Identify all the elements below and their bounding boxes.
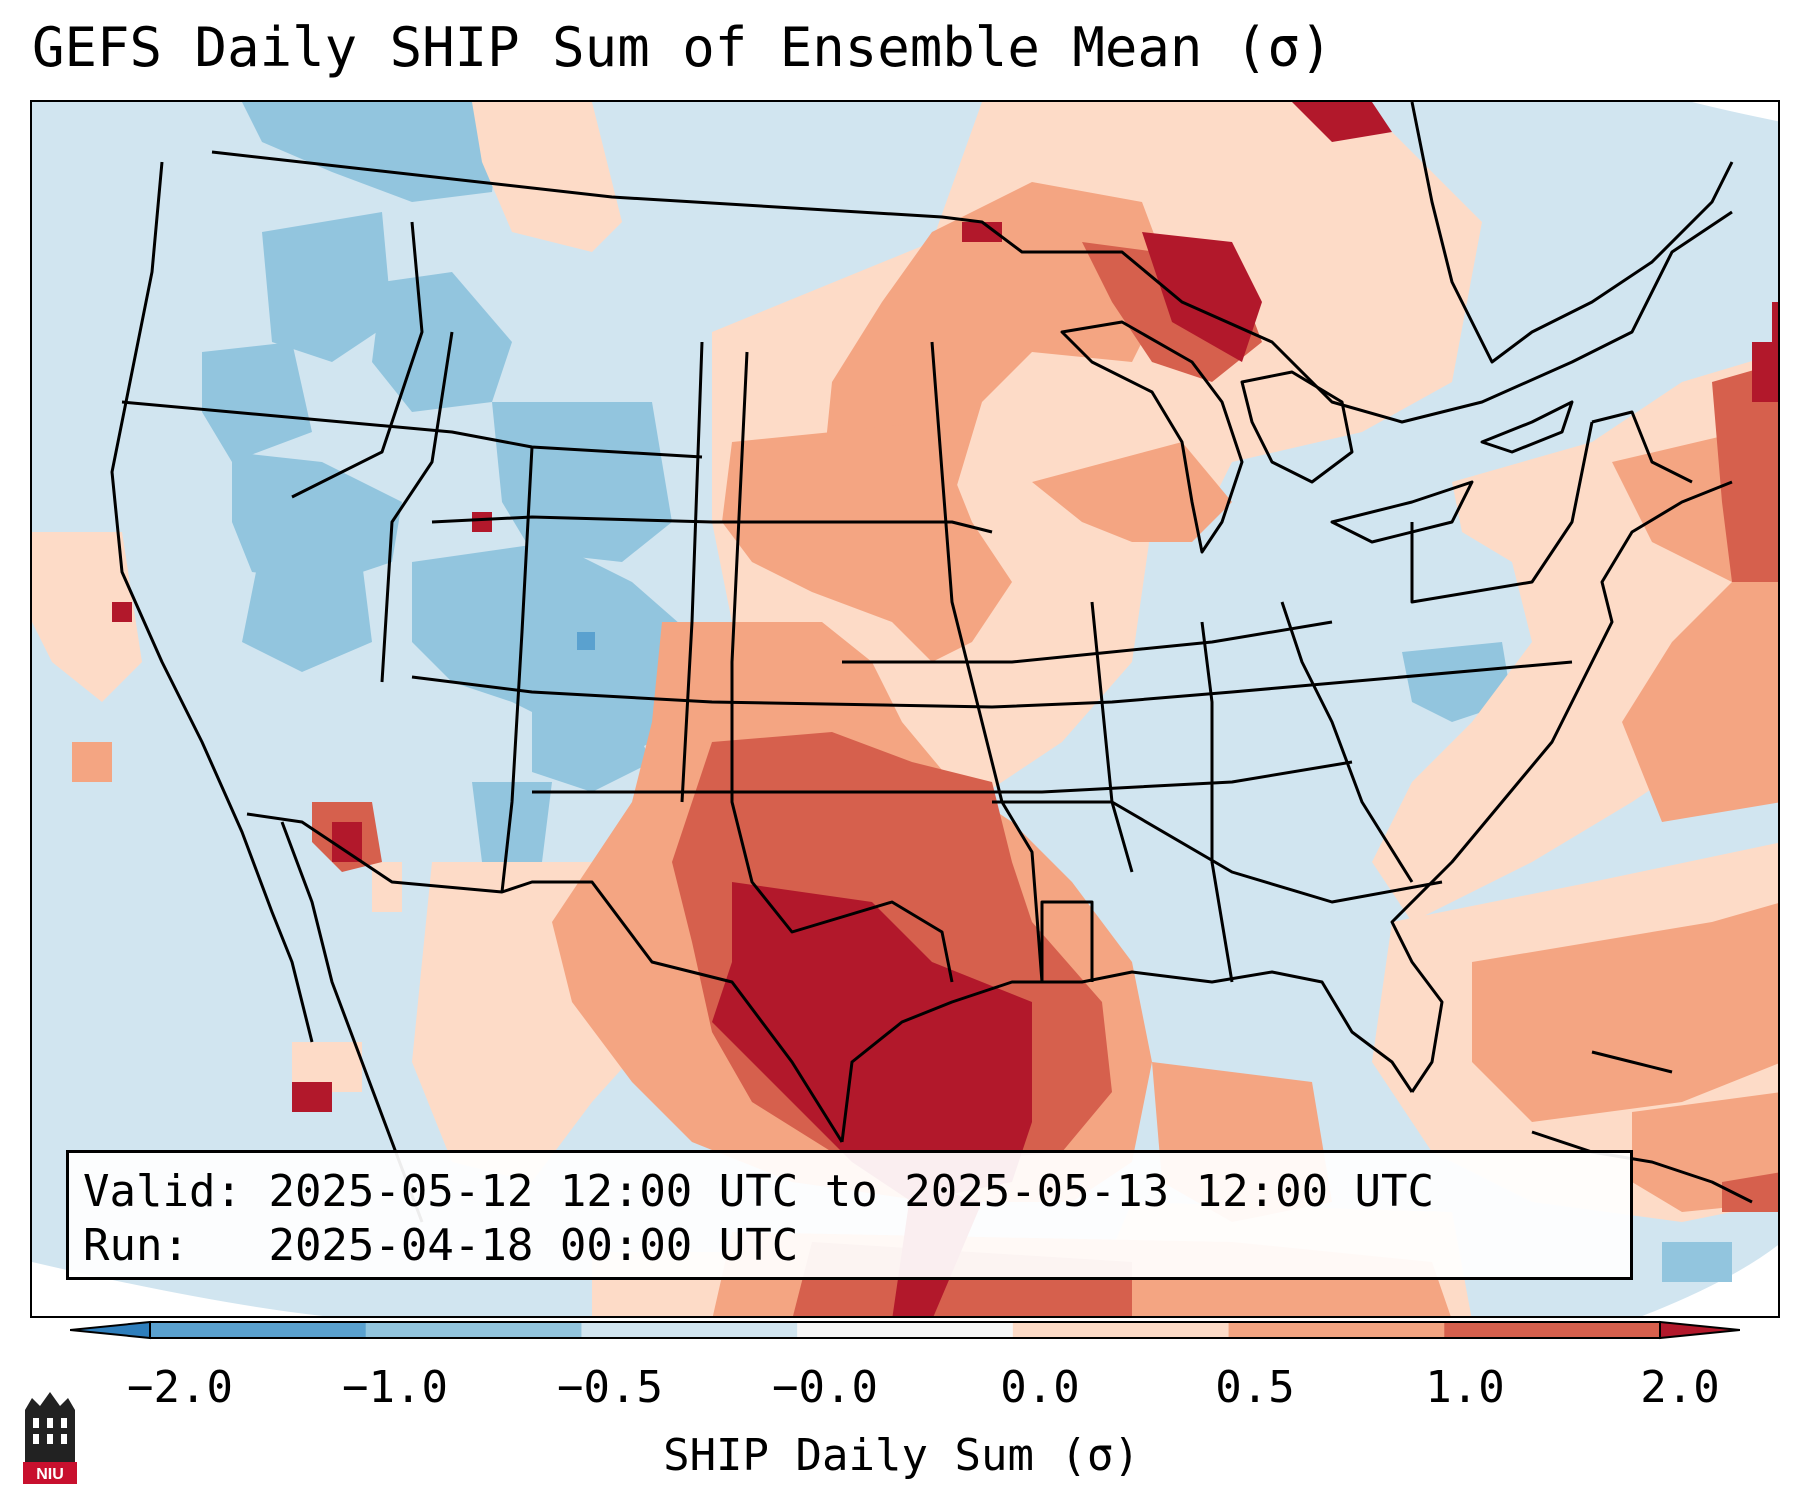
- valid-value: 2025-05-12 12:00 UTC to 2025-05-13 12:00…: [268, 1166, 1435, 1217]
- ship-anomaly-map: [32, 102, 1778, 1316]
- run-row: Run: 2025-04-18 00:00 UTC: [83, 1219, 1616, 1273]
- valid-label: Valid:: [83, 1166, 242, 1217]
- tick-label: −1.0: [342, 1362, 448, 1413]
- colorbar-segment: [797, 1322, 1014, 1338]
- valid-row: Valid: 2025-05-12 12:00 UTC to 2025-05-1…: [83, 1165, 1616, 1219]
- map-panel: [30, 100, 1780, 1318]
- colorbar-segment: [581, 1322, 798, 1338]
- map-title: GEFS Daily SHIP Sum of Ensemble Mean (σ): [32, 16, 1333, 79]
- logo-text: NIU: [36, 1466, 64, 1483]
- logo-banner: [23, 1462, 77, 1484]
- tick-label: −2.0: [127, 1362, 233, 1413]
- tick-label: 2.0: [1640, 1362, 1720, 1413]
- negative-anomaly-cell: [577, 632, 595, 650]
- tick-label: 0.0: [1000, 1362, 1080, 1413]
- projection-edge-se: [1642, 1245, 1778, 1316]
- run-label: Run:: [83, 1220, 189, 1271]
- boundary-lines: [110, 102, 1753, 1223]
- run-value: 2025-04-18 00:00 UTC: [268, 1220, 799, 1271]
- tick-label: 1.0: [1425, 1362, 1505, 1413]
- tick-label: 0.5: [1215, 1362, 1295, 1413]
- colorbar-segment: [1444, 1322, 1661, 1338]
- colorbar-segments: [70, 1320, 1740, 1340]
- colorbar-extend-max: [1659, 1320, 1740, 1340]
- colorbar-segment: [150, 1322, 367, 1338]
- colorbar-extend-min: [70, 1320, 151, 1340]
- colorbar: [70, 1320, 1740, 1340]
- colorbar-ticks: −2.0 −1.0 −0.5 −0.0 0.0 0.5 1.0 2.0: [0, 1362, 1803, 1422]
- colorbar-outline: [149, 1321, 1661, 1339]
- projection-edge-ne: [1692, 102, 1778, 122]
- colorbar-segment: [1228, 1322, 1445, 1338]
- colorbar-label: SHIP Daily Sum (σ): [663, 1430, 1140, 1481]
- colorbar-segment: [365, 1322, 582, 1338]
- tick-label: −0.0: [772, 1362, 878, 1413]
- tick-label: −0.5: [557, 1362, 663, 1413]
- colorbar-segment: [1012, 1322, 1230, 1338]
- projection-edge-sw: [32, 1262, 324, 1316]
- info-box: Valid: 2025-05-12 12:00 UTC to 2025-05-1…: [66, 1150, 1633, 1280]
- niu-logo: NIU: [23, 1392, 77, 1484]
